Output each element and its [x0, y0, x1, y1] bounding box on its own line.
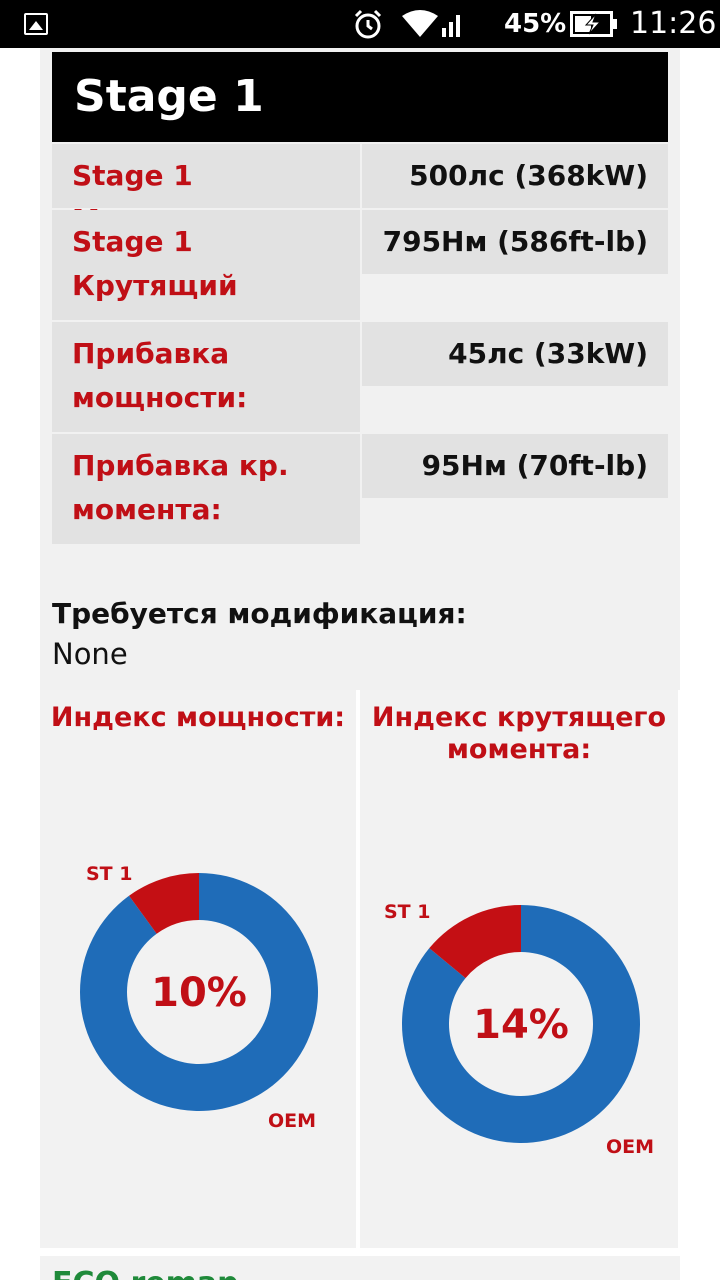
power-gain-label: Прибавка мощности: [52, 322, 360, 432]
donut-segment-oem [79, 873, 318, 1111]
stage-power-value: 500лс (368kW) [362, 144, 668, 208]
stage-torque-label: Stage 1 Крутящий момент: [52, 210, 360, 346]
donut-center-label: 14% [473, 1002, 569, 1048]
battery-percent: 45% [504, 9, 567, 39]
battery-charging-icon [570, 11, 617, 37]
stage-header: Stage 1 [52, 52, 668, 142]
eco-remap-title: ECO remap [52, 1266, 239, 1280]
stage-power-label: Stage 1 Мощность: [52, 144, 360, 236]
status-bar: 45% 11:26 [0, 0, 720, 48]
power-index-title: Индекс мощности: [50, 702, 346, 733]
eco-remap-card[interactable]: ECO remap [40, 1256, 680, 1280]
donut-st1-label: ST 1 [86, 863, 132, 885]
modification-value: None [52, 637, 128, 671]
modification-label: Требуется модификация: [52, 597, 467, 630]
alarm-icon [354, 9, 382, 39]
donut-oem-label: OEM [268, 1110, 316, 1132]
power-index-panel: Индекс мощности: 10% ST 1 OEM [40, 690, 356, 1248]
donut-st1-label: ST 1 [384, 901, 430, 923]
torque-index-panel: Индекс крутящего момента: 14% ST 1 OEM [360, 690, 678, 1248]
wifi-icon [402, 10, 460, 37]
torque-index-donut: 14% ST 1 OEM [384, 901, 654, 1158]
donut-segment-st1 [129, 873, 199, 934]
stage-torque-value: 795Нм (586ft-lb) [362, 210, 668, 274]
power-gain-value: 45лс (33kW) [362, 322, 668, 386]
torque-gain-label: Прибавка кр. момента: [52, 434, 360, 544]
donut-segment-st1 [429, 905, 521, 979]
power-index-donut: 10% ST 1 OEM [79, 863, 318, 1132]
donut-oem-label: OEM [606, 1136, 654, 1158]
donut-segment-oem [402, 905, 640, 1143]
image-notification-icon [24, 13, 48, 35]
torque-index-title: Индекс крутящего момента: [371, 702, 667, 765]
torque-gain-value: 95Нм (70ft-lb) [362, 434, 668, 498]
donut-center-label: 10% [151, 970, 247, 1016]
stage-title: Stage 1 [74, 71, 264, 122]
clock: 11:26 [630, 6, 717, 41]
